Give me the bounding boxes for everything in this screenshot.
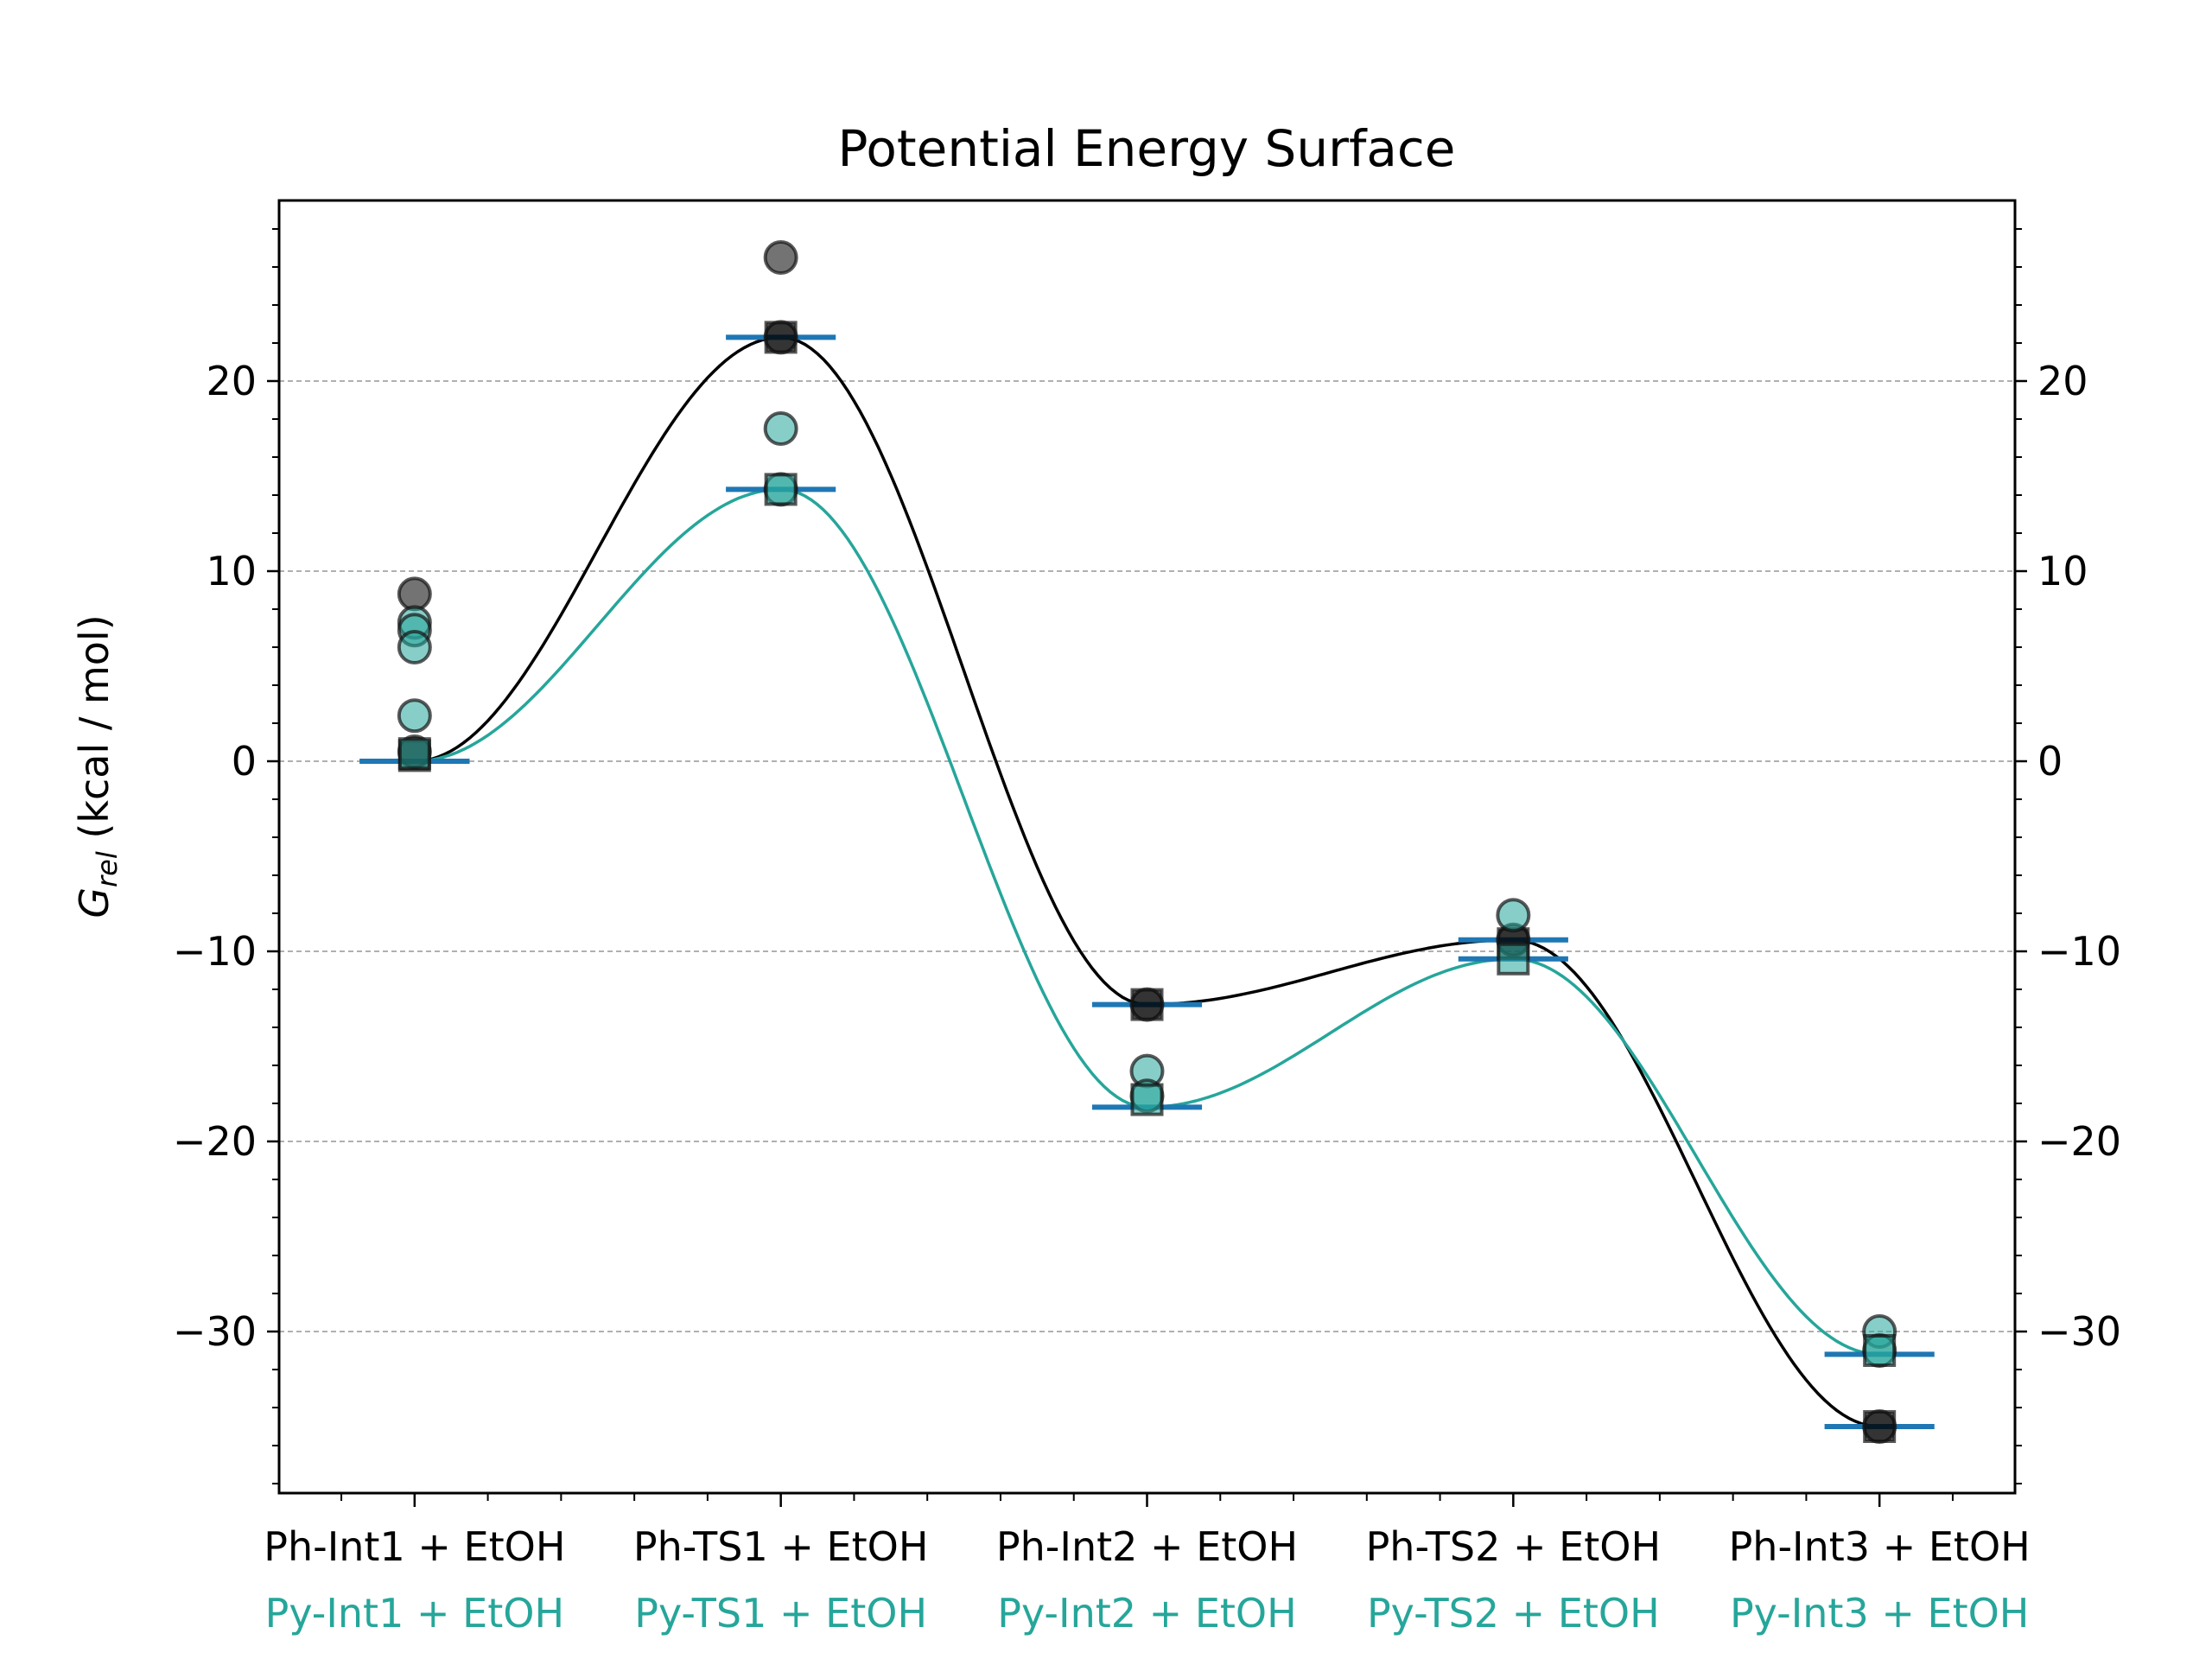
data-point-square	[1130, 988, 1164, 1021]
y-tick-label-left: 20	[206, 358, 257, 404]
data-point-circle	[1496, 898, 1531, 933]
x-category-label-primary: Ph-TS2 + EtOH	[1366, 1523, 1662, 1570]
x-category-label-secondary: Py-TS2 + EtOH	[1367, 1590, 1660, 1637]
x-category-label-secondary: Py-Int2 + EtOH	[997, 1590, 1296, 1637]
y-axis-label-symbol: G	[71, 887, 118, 918]
data-point-circle	[763, 411, 798, 446]
y-tick-label-right: 10	[2037, 548, 2088, 594]
data-point-square	[764, 321, 798, 354]
data-markers	[397, 240, 1897, 1444]
y-tick-label-left: 10	[206, 548, 257, 594]
y-tick-label-left: −30	[173, 1308, 257, 1355]
data-point-circle	[397, 698, 432, 734]
y-axis-label: Grel (kcal / mol)	[71, 614, 124, 918]
data-point-square	[1497, 942, 1530, 976]
data-point-square	[397, 737, 431, 771]
y-tick-label-left: −20	[173, 1118, 257, 1165]
data-point-circle	[763, 240, 798, 275]
y-axis-label-subscript: rel	[91, 851, 124, 887]
x-category-label-secondary: Py-Int1 + EtOH	[265, 1590, 564, 1637]
y-tick-label-right: 20	[2037, 358, 2088, 404]
data-point-square	[764, 473, 798, 506]
x-axis-ticks	[340, 1493, 1954, 1507]
y-axis-ticks: −30 −30 −20 −20 −10 −10 0 0 10 10 20 20	[173, 228, 2121, 1484]
x-category-label-secondary: Py-Int3 + EtOH	[1730, 1590, 2029, 1637]
data-point-square	[1863, 1334, 1897, 1367]
data-point-square	[1863, 1410, 1897, 1443]
chart-title: Potential Energy Surface	[838, 119, 1456, 178]
data-point-circle	[397, 576, 432, 612]
y-tick-label-left: −10	[173, 928, 257, 975]
x-category-label-primary: Ph-Int1 + EtOH	[264, 1523, 565, 1570]
y-axis-label-unit: (kcal / mol)	[71, 614, 118, 851]
x-axis-category-labels: Ph-Int1 + EtOH Ph-TS1 + EtOH Ph-Int2 + EtO…	[264, 1523, 2031, 1637]
data-point-square	[1130, 1083, 1164, 1116]
y-tick-label-right: −20	[2037, 1118, 2121, 1165]
y-tick-label-left: 0	[232, 738, 257, 785]
grid-lines	[279, 380, 2015, 1332]
x-category-label-primary: Ph-TS1 + EtOH	[633, 1523, 929, 1570]
x-category-label-secondary: Py-TS1 + EtOH	[634, 1590, 927, 1637]
y-tick-label-right: −10	[2037, 928, 2121, 975]
y-tick-label-right: −30	[2037, 1308, 2121, 1355]
x-category-label-primary: Ph-Int3 + EtOH	[1729, 1523, 2031, 1570]
y-tick-label-right: 0	[2037, 738, 2063, 785]
x-category-label-primary: Ph-Int2 + EtOH	[996, 1523, 1298, 1570]
data-point-circle	[397, 630, 432, 664]
